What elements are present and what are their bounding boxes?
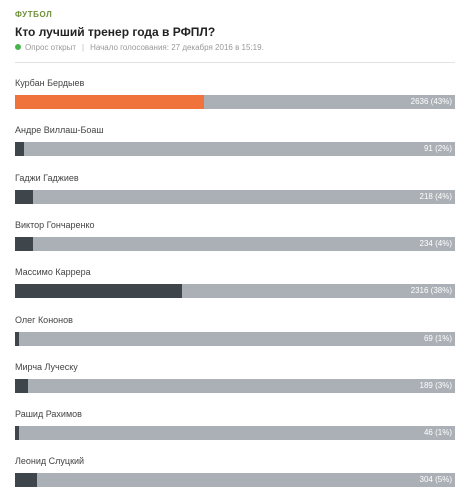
meta-separator: | [81, 42, 85, 52]
poll-option-votes: 69 (1%) [423, 334, 452, 343]
poll-option-bar-fill [15, 284, 182, 298]
poll-option[interactable]: Курбан Бердыев 2636 (43%) [15, 78, 455, 118]
poll-option-bar: 2636 (43%) [15, 95, 455, 109]
poll-option[interactable]: Мирча Луческу 189 (3%) [15, 362, 455, 402]
poll-option-bar: 189 (3%) [15, 379, 455, 393]
poll-option[interactable]: Андре Виллаш-Боаш 91 (2%) [15, 125, 455, 165]
poll-option[interactable]: Массимо Каррера 2316 (38%) [15, 267, 455, 307]
poll-start-date: Начало голосования: 27 декабря 2016 в 15… [90, 42, 264, 52]
poll-option-bar-fill [15, 332, 19, 346]
poll-category[interactable]: ФУТБОЛ [15, 10, 53, 19]
poll-option-label: Андре Виллаш-Боаш [15, 125, 104, 135]
poll-option[interactable]: Рашид Рахимов 46 (1%) [15, 409, 455, 449]
poll-option-votes: 304 (5%) [419, 475, 452, 484]
poll-option-votes: 91 (2%) [423, 144, 452, 153]
poll-option[interactable]: Виктор Гончаренко 234 (4%) [15, 220, 455, 260]
poll-option-label: Гаджи Гаджиев [15, 173, 79, 183]
poll-option-bar: 218 (4%) [15, 190, 455, 204]
poll-option-label: Олег Кононов [15, 315, 73, 325]
poll-option-votes: 46 (1%) [423, 428, 452, 437]
poll-option-label: Леонид Слуцкий [15, 456, 85, 466]
poll-option-bar-fill [15, 426, 19, 440]
poll-option-bar-fill [15, 142, 24, 156]
poll-option-bar: 69 (1%) [15, 332, 455, 346]
poll-option-votes: 218 (4%) [419, 192, 452, 201]
poll-status: Опрос открыт [25, 42, 76, 52]
poll-option-bar: 46 (1%) [15, 426, 455, 440]
poll-option-label: Массимо Каррера [15, 267, 91, 277]
poll-option-label: Мирча Луческу [15, 362, 78, 372]
poll-meta: Опрос открыт | Начало голосования: 27 де… [15, 41, 264, 53]
poll-option-label: Рашид Рахимов [15, 409, 82, 419]
poll-option-votes: 2636 (43%) [410, 97, 452, 106]
poll-option-bar-fill [15, 379, 28, 393]
poll-option-label: Курбан Бердыев [15, 78, 85, 88]
poll-option-bar-fill [15, 190, 33, 204]
poll-option-bar: 234 (4%) [15, 237, 455, 251]
poll-option-bar-fill [15, 473, 37, 487]
divider [15, 62, 455, 63]
poll-option-votes: 2316 (38%) [410, 286, 452, 295]
poll-option-bar: 304 (5%) [15, 473, 455, 487]
poll-option-votes: 189 (3%) [419, 381, 452, 390]
poll-option-bar-fill [15, 237, 33, 251]
poll-title: Кто лучший тренер года в РФПЛ? [15, 25, 216, 39]
poll-option[interactable]: Олег Кононов 69 (1%) [15, 315, 455, 355]
poll-option[interactable]: Леонид Слуцкий 304 (5%) [15, 456, 455, 496]
poll-option-bar: 2316 (38%) [15, 284, 455, 298]
poll-option-votes: 234 (4%) [419, 239, 452, 248]
poll-option[interactable]: Гаджи Гаджиев 218 (4%) [15, 173, 455, 213]
status-dot-icon [15, 44, 21, 50]
poll-option-bar-fill [15, 95, 204, 109]
poll-option-label: Виктор Гончаренко [15, 220, 95, 230]
poll-option-bar: 91 (2%) [15, 142, 455, 156]
